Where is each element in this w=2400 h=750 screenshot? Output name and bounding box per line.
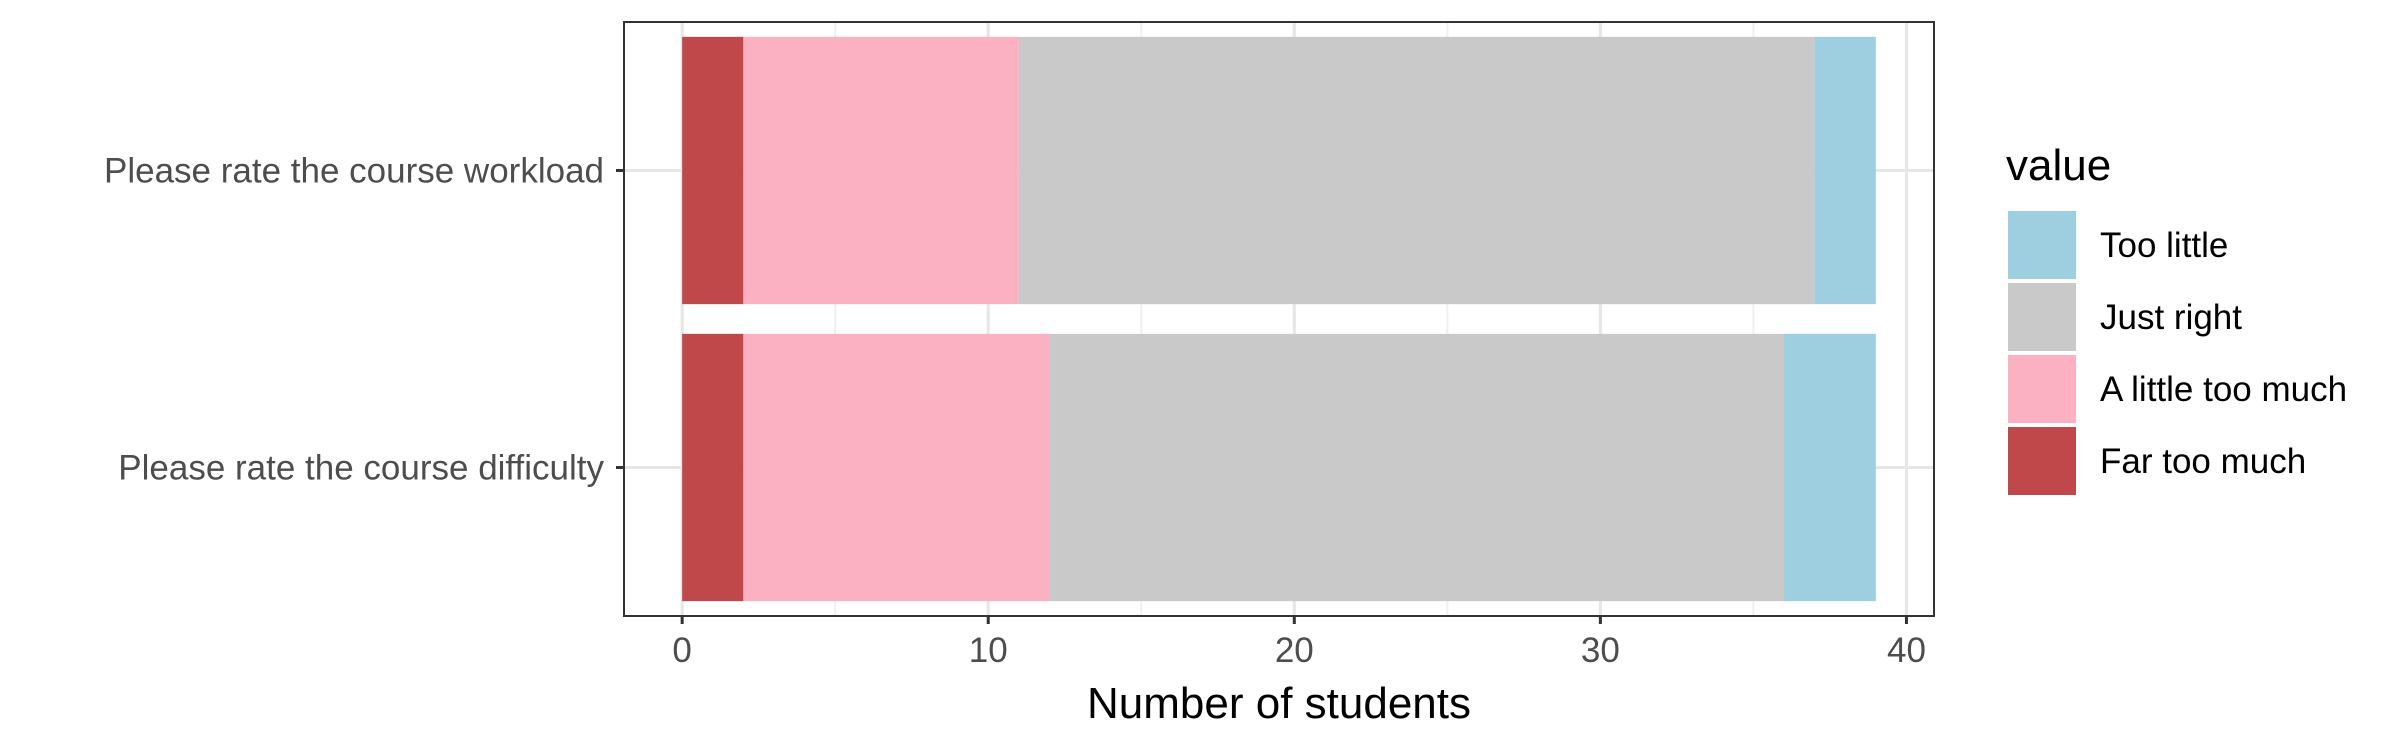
bars: [682, 36, 1876, 602]
x-axis-title: Number of students: [1087, 679, 1471, 728]
y-axis: Please rate the course workload Please ra…: [104, 152, 624, 488]
x-axis: 0 10 20 30 40: [672, 616, 1926, 670]
legend-title: value: [2006, 141, 2111, 190]
x-tick-label: 0: [672, 631, 691, 670]
bar-segment-just-right: [1018, 36, 1815, 305]
bar-segment-far-too-much: [682, 333, 744, 602]
legend: value Too little Just right A little too m…: [2006, 141, 2347, 495]
legend-key-a-little-too-much: [2008, 355, 2076, 423]
x-tick-label: 20: [1275, 631, 1314, 670]
x-tick-label: 10: [969, 631, 1008, 670]
y-tick-label: Please rate the course workload: [104, 152, 604, 191]
x-tick-label: 30: [1581, 631, 1620, 670]
bar-segment-too-little: [1814, 36, 1876, 305]
bar-segment-too-little: [1784, 333, 1876, 602]
bar-segment-a-little-too-much: [743, 333, 1050, 602]
legend-key-far-too-much: [2008, 427, 2076, 495]
legend-key-too-little: [2008, 211, 2076, 279]
legend-label: A little too much: [2100, 370, 2347, 409]
legend-key-just-right: [2008, 283, 2076, 351]
legend-label: Just right: [2100, 298, 2242, 337]
legend-label: Too little: [2100, 226, 2228, 265]
plot-panel-border: [623, 21, 1935, 617]
bar-segment-a-little-too-much: [743, 36, 1019, 305]
bar-segment-far-too-much: [682, 36, 744, 305]
bar-segment-just-right: [1049, 333, 1785, 602]
legend-label: Far too much: [2100, 442, 2306, 481]
x-tick-label: 40: [1887, 631, 1926, 670]
y-tick-label: Please rate the course difficulty: [118, 449, 604, 488]
